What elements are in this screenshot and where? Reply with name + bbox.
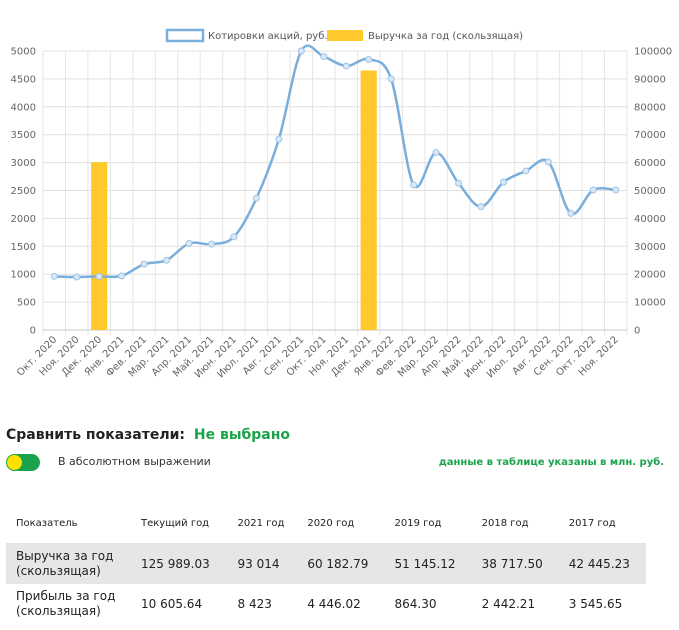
- y-left-tick-label: 3500: [11, 130, 36, 141]
- quotes-point: [410, 181, 418, 189]
- quotes-point: [455, 179, 463, 187]
- y-right-tick-label: 60000: [634, 158, 666, 169]
- cell-value: 10 605.64: [141, 597, 203, 611]
- quotes-point: [477, 203, 485, 211]
- stock-revenue-chart: Котировки акций, руб. Выручка за год (ск…: [11, 28, 672, 380]
- quotes-point: [50, 272, 58, 280]
- quotes-point: [230, 233, 238, 241]
- table-row-revenue[interactable]: Выручка за год (скользящая) 125 989.03 9…: [6, 543, 646, 584]
- cell-value: 51 145.12: [384, 543, 472, 584]
- chart-grid: [42, 50, 628, 335]
- legend-label-revenue: Выручка за год (скользящая): [368, 31, 523, 42]
- quotes-point: [185, 240, 193, 248]
- y-left-tick-label: 4000: [11, 102, 36, 113]
- compare-indicators: Сравнить показатели: Не выбрано: [6, 427, 290, 443]
- cell-value: 8 423: [237, 597, 272, 611]
- y-axis-right: 0 10000 20000 30000 40000 50000 60000 70000 8000…: [634, 47, 672, 337]
- table-unit-note: данные в таблице указаны в млн. руб.: [438, 457, 664, 468]
- quotes-point: [73, 273, 81, 281]
- compare-value[interactable]: Не выбрано: [193, 427, 291, 443]
- quotes-line: [50, 44, 620, 281]
- quotes-point: [320, 53, 328, 61]
- row-name: Прибыль за год (скользящая): [16, 589, 116, 618]
- quotes-point: [163, 256, 171, 264]
- quotes-point: [522, 167, 530, 175]
- cell-value: 4 446.02: [307, 597, 361, 611]
- cell-value: 864.30: [394, 597, 437, 611]
- col-header-2017: 2017 год: [558, 503, 646, 544]
- y-right-tick-label: 70000: [634, 130, 666, 141]
- cell-value: 125 989.03: [131, 543, 228, 584]
- revenue-bars: [91, 70, 377, 330]
- quotes-point: [544, 158, 552, 166]
- quotes-point: [207, 240, 215, 248]
- cell-value: 42 445.23: [558, 543, 646, 584]
- quotes-point: [342, 62, 350, 70]
- legend-item-quotes[interactable]: Котировки акций, руб.: [165, 28, 328, 43]
- cell-value: 38 717.50: [471, 543, 559, 584]
- quotes-point: [140, 260, 148, 268]
- col-header-2018: 2018 год: [471, 503, 559, 544]
- quotes-point: [118, 272, 126, 280]
- col-header-2020: 2020 год: [297, 503, 385, 544]
- quotes-point: [365, 55, 373, 63]
- y-right-tick-label: 100000: [634, 47, 672, 58]
- y-right-tick-label: 30000: [634, 242, 666, 253]
- legend-swatch-revenue: [327, 30, 363, 41]
- y-right-tick-label: 80000: [634, 102, 666, 113]
- y-left-tick-label: 1500: [11, 242, 36, 253]
- col-header-indicator: Показатель: [6, 503, 131, 544]
- col-header-current-year: Текущий год: [131, 503, 228, 544]
- quotes-point: [612, 186, 620, 194]
- legend-swatch-quotes: [165, 28, 205, 43]
- toggle-knob: [7, 455, 22, 470]
- y-left-tick-label: 2000: [11, 214, 36, 225]
- y-left-tick-label: 2500: [11, 186, 36, 197]
- y-left-tick-label: 0: [30, 326, 36, 337]
- quotes-point: [499, 178, 507, 186]
- revenue-bar: [91, 162, 108, 330]
- y-left-tick-label: 1000: [11, 270, 36, 281]
- absolute-values-toggle[interactable]: [6, 454, 40, 471]
- quotes-point: [297, 47, 305, 55]
- cell-value: 93 014: [227, 543, 298, 584]
- row-name: Выручка за год (скользящая): [6, 543, 131, 584]
- revenue-bar: [360, 70, 377, 330]
- y-right-tick-label: 0: [634, 326, 640, 337]
- y-right-tick-label: 20000: [634, 270, 666, 281]
- quotes-series-line: [54, 44, 616, 279]
- y-right-tick-label: 10000: [634, 298, 666, 309]
- col-header-2019: 2019 год: [384, 503, 472, 544]
- legend-label-quotes: Котировки акций, руб.: [208, 31, 328, 42]
- col-header-2021: 2021 год: [227, 503, 298, 544]
- quotes-point: [275, 135, 283, 143]
- y-left-tick-label: 4500: [11, 74, 36, 85]
- y-right-tick-label: 40000: [634, 214, 666, 225]
- quotes-point: [252, 194, 260, 202]
- cell-value: 60 182.79: [297, 543, 385, 584]
- y-axis-left: 0 500 1000 1500 2000 2500 3000 3500 4000 4500 5000: [11, 47, 36, 337]
- table-row-profit[interactable]: Прибыль за год (скользящая) 10 605.64 8 …: [6, 584, 646, 624]
- chart-legend: Котировки акций, руб. Выручка за год (ск…: [165, 28, 523, 43]
- indicators-table: Показатель Текущий год 2021 год 2020 год…: [6, 503, 646, 624]
- cell-value: 2 442.21: [481, 597, 536, 611]
- quotes-point: [95, 272, 103, 280]
- quotes-point: [589, 186, 597, 194]
- compare-label: Сравнить показатели:: [6, 427, 186, 443]
- legend-item-revenue[interactable]: Выручка за год (скользящая): [327, 30, 523, 42]
- absolute-values-label: В абсолютном выражении: [58, 455, 211, 468]
- toggle-row: В абсолютном выражении данные в таблице …: [6, 452, 674, 474]
- quotes-point: [567, 209, 575, 217]
- cell-value: 3 545.65: [568, 597, 623, 611]
- y-right-tick-label: 50000: [634, 186, 666, 197]
- quotes-point: [387, 75, 395, 83]
- table-header-row: Показатель Текущий год 2021 год 2020 год…: [6, 503, 646, 544]
- quotes-point: [432, 149, 440, 157]
- y-right-tick-label: 90000: [634, 74, 666, 85]
- y-left-tick-label: 5000: [11, 47, 36, 58]
- y-left-tick-label: 500: [17, 298, 36, 309]
- y-left-tick-label: 3000: [11, 158, 36, 169]
